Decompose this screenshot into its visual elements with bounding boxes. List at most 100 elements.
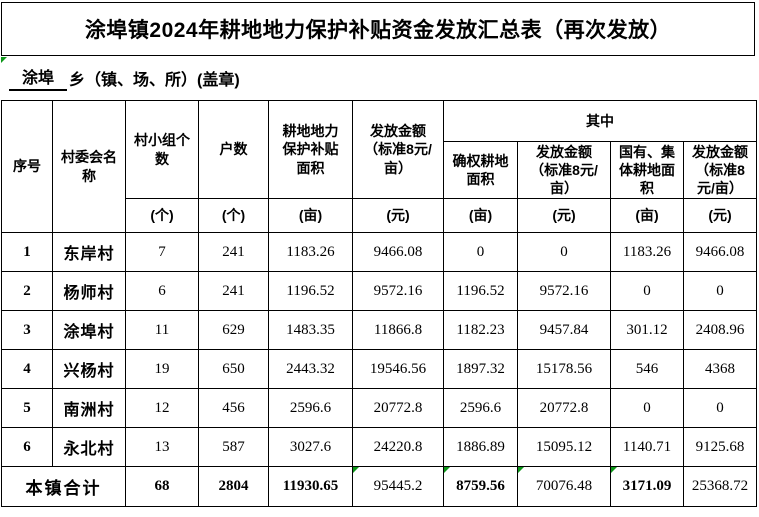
data-cell: 1897.32 [443, 349, 518, 389]
data-cell: 12 [125, 388, 199, 428]
data-cell: 4368 [683, 349, 757, 389]
data-cell: 11 [125, 310, 199, 350]
cell-comment-flag-icon [518, 467, 524, 473]
data-cell: 0 [683, 388, 757, 428]
data-cell: 629 [198, 310, 269, 350]
unit-cell: (亩) [268, 198, 353, 233]
stamp-line-suffix: 乡（镇、场、所）(盖章) [69, 71, 240, 89]
township-name: 涂埠 [9, 64, 68, 91]
table-row: 3 涂埠村 11 629 1483.35 11866.8 1182.23 9457.84 301… [1, 310, 757, 350]
total-data-cell: 70076.48 [517, 466, 611, 507]
table-body: 1 东岸村 7 241 1183.26 9466.08 0 0 1183.26 9466.08 2 杨… [1, 232, 757, 507]
total-data-cell: 11930.65 [268, 466, 353, 507]
village-name-cell: 南洲村 [52, 388, 126, 428]
data-cell: 650 [198, 349, 269, 389]
data-cell: 6 [125, 271, 199, 311]
row-index-cell: 2 [1, 271, 53, 311]
data-cell: 13 [125, 427, 199, 467]
data-cell: 0 [610, 388, 684, 428]
data-cell: 2596.6 [443, 388, 518, 428]
data-cell: 1196.52 [443, 271, 518, 311]
data-cell: 546 [610, 349, 684, 389]
data-cell: 0 [443, 232, 518, 272]
cell-comment-flag-icon [353, 467, 359, 473]
units-row: (个) (个) (亩) (元) (亩) (元) (亩) (元) [2, 198, 757, 233]
row-index-cell: 4 [1, 349, 53, 389]
total-label-cell: 本镇合计 [1, 466, 126, 507]
data-cell: 9466.08 [352, 232, 444, 272]
data-cell: 456 [198, 388, 269, 428]
data-cell: 301.12 [610, 310, 684, 350]
data-cell: 1183.26 [610, 232, 684, 272]
data-cell: 1196.52 [268, 271, 353, 311]
header-village: 村委会名 称 [52, 100, 126, 233]
stamp-line: 涂埠 乡（镇、场、所）(盖章) [0, 56, 759, 99]
village-name-cell: 永北村 [52, 427, 126, 467]
header-among: 其中 [443, 100, 757, 142]
unit-cell: (亩) [610, 198, 684, 233]
data-cell: 24220.8 [352, 427, 444, 467]
data-cell: 0 [683, 271, 757, 311]
table-row: 5 南洲村 12 456 2596.6 20772.8 2596.6 20772.8 0 0 [1, 388, 757, 428]
report-title: 涂埠镇2024年耕地地力保护补贴资金发放汇总表（再次发放） [1, 2, 755, 56]
total-row: 本镇合计 68 2804 11930.65 95445.2 8759.56 70076.48… [1, 466, 757, 507]
data-cell: 9457.84 [517, 310, 611, 350]
table-row: 4 兴杨村 19 650 2443.32 19546.56 1897.32 15178.56 5… [1, 349, 757, 389]
summary-table: 序号 村委会名 称 村小组个 数 户数 耕地地力 保护补贴 面积 发放金额 （标… [1, 100, 757, 507]
total-data-cell: 25368.72 [683, 466, 757, 507]
village-name-cell: 涂埠村 [52, 310, 126, 350]
unit-cell: (元) [352, 198, 444, 233]
row-index-cell: 6 [1, 427, 53, 467]
data-cell: 1886.89 [443, 427, 518, 467]
header-subsidy-area: 耕地地力 保护补贴 面积 [268, 100, 353, 199]
header-index: 序号 [1, 100, 53, 233]
data-cell: 19546.56 [352, 349, 444, 389]
data-cell: 241 [198, 271, 269, 311]
data-cell: 9572.16 [352, 271, 444, 311]
data-cell: 7 [125, 232, 199, 272]
table-row: 2 杨师村 6 241 1196.52 9572.16 1196.52 9572.16 0 0 [1, 271, 757, 311]
data-cell: 2596.6 [268, 388, 353, 428]
row-index-cell: 1 [1, 232, 53, 272]
cell-comment-flag-icon [611, 467, 617, 473]
data-cell: 9466.08 [683, 232, 757, 272]
header-row-2: 确权耕地 面积 发放金额 （标准8元/ 亩） 国有、集 体耕地面 积 发放金额 … [2, 141, 757, 199]
data-cell: 9572.16 [517, 271, 611, 311]
village-name-cell: 杨师村 [52, 271, 126, 311]
data-cell: 15178.56 [517, 349, 611, 389]
header-state-area: 国有、集 体耕地面 积 [610, 141, 684, 199]
total-data-cell: 3171.09 [610, 466, 684, 507]
unit-cell: (亩) [443, 198, 518, 233]
total-data-cell: 2804 [198, 466, 269, 507]
data-cell: 1182.23 [443, 310, 518, 350]
total-data-cell: 8759.56 [443, 466, 518, 507]
data-cell: 2408.96 [683, 310, 757, 350]
header-confirmed-amount: 发放金额 （标准8元/ 亩） [517, 141, 611, 199]
header-confirmed-area: 确权耕地 面积 [443, 141, 518, 199]
data-cell: 9125.68 [683, 427, 757, 467]
village-name-cell: 东岸村 [52, 232, 126, 272]
data-cell: 241 [198, 232, 269, 272]
data-cell: 1483.35 [268, 310, 353, 350]
unit-cell: (元) [683, 198, 757, 233]
total-data-cell: 68 [125, 466, 199, 507]
cell-comment-flag-icon [1, 57, 7, 63]
data-cell: 15095.12 [517, 427, 611, 467]
header-amount: 发放金额 （标准8元/ 亩） [352, 100, 444, 199]
data-cell: 19 [125, 349, 199, 389]
table-row: 1 东岸村 7 241 1183.26 9466.08 0 0 1183.26 9466.08 [1, 232, 757, 272]
header-households: 户数 [198, 100, 269, 199]
row-index-cell: 5 [1, 388, 53, 428]
data-cell: 11866.8 [352, 310, 444, 350]
village-name-cell: 兴杨村 [52, 349, 126, 389]
header-groups: 村小组个 数 [125, 100, 199, 199]
header-row-1: 序号 村委会名 称 村小组个 数 户数 耕地地力 保护补贴 面积 发放金额 （标… [1, 100, 757, 233]
data-cell: 0 [610, 271, 684, 311]
header-state-amount: 发放金额 （标准8 元/亩） [683, 141, 757, 199]
data-cell: 587 [198, 427, 269, 467]
cell-comment-flag-icon [444, 467, 450, 473]
row-index-cell: 3 [1, 310, 53, 350]
total-data-cell: 95445.2 [352, 466, 444, 507]
unit-cell: (元) [517, 198, 611, 233]
